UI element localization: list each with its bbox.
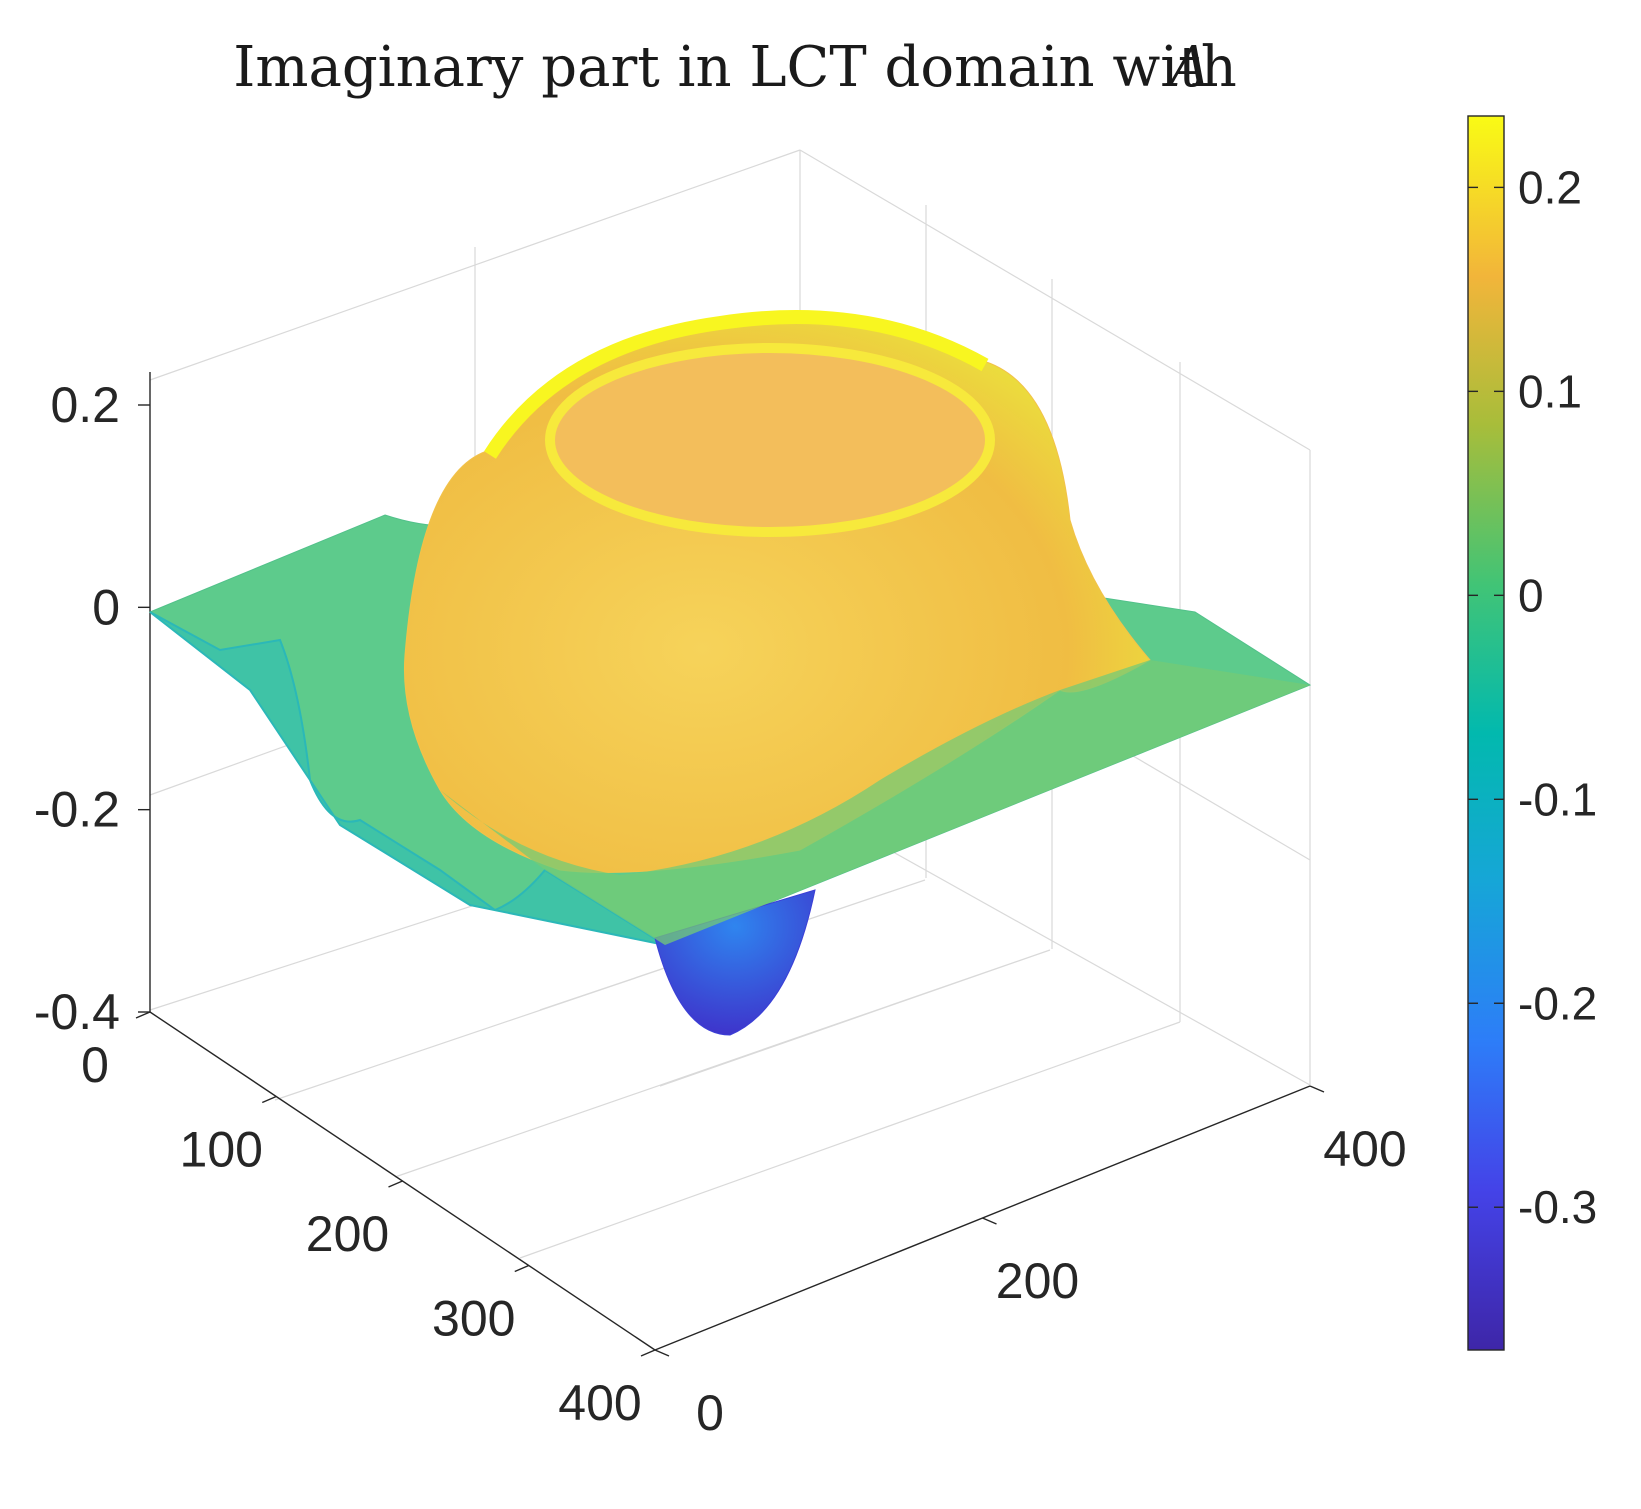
y-tick-mark — [261, 1095, 277, 1104]
x-tick-mark — [1309, 1085, 1325, 1093]
y-tick-label: 0 — [81, 1037, 109, 1093]
surface-crater — [545, 343, 995, 537]
z-tick-label: -0.2 — [34, 782, 120, 838]
x-tick-label: 200 — [996, 1253, 1079, 1309]
y-tick-label: 100 — [180, 1122, 263, 1178]
chart-title: Imaginary part in LCT domain with A — [233, 35, 1237, 100]
colorbar-tick-label: -0.3 — [1518, 1181, 1597, 1233]
surface-ripple-left — [149, 611, 666, 946]
y-tick-mark — [514, 1264, 530, 1273]
colorbar-tick-label: -0.2 — [1518, 977, 1597, 1029]
colorbar-tick-label: -0.1 — [1518, 773, 1597, 825]
y-tick-mark — [135, 1011, 151, 1019]
y-tick-mark — [388, 1180, 403, 1188]
y-tick-mark — [640, 1349, 656, 1357]
x-tick-label: 0 — [696, 1385, 724, 1441]
x-tick-label: 400 — [1323, 1121, 1406, 1177]
surface-rim-highlight — [484, 310, 989, 459]
colorbar-tick-label: 0.2 — [1518, 161, 1582, 213]
x-tick-mark — [654, 1349, 670, 1357]
y-tick-label: 400 — [558, 1375, 641, 1431]
colorbar-tick-label: 0 — [1518, 569, 1544, 621]
z-tick-label: -0.4 — [34, 984, 120, 1040]
title-text: Imaginary part in LCT domain with — [233, 35, 1237, 100]
y-tick-label: 200 — [306, 1206, 389, 1262]
colorbar-gradient — [1467, 115, 1505, 1351]
surface-plot — [149, 310, 1312, 1036]
y-tick-label: 300 — [432, 1291, 515, 1347]
x-tick-mark — [982, 1217, 997, 1225]
surface-skirt — [440, 660, 1310, 945]
z-tick-label: 0 — [92, 579, 120, 635]
colorbar-tick-label: 0.1 — [1518, 365, 1582, 417]
colorbar: 0.2 0.1 0 -0.1 -0.2 -0.3 — [1467, 115, 1597, 1351]
title-symbol: A — [1165, 35, 1210, 100]
z-tick-label: 0.2 — [50, 377, 120, 433]
z-axis: 0.2 0 -0.2 -0.4 — [34, 372, 151, 1040]
